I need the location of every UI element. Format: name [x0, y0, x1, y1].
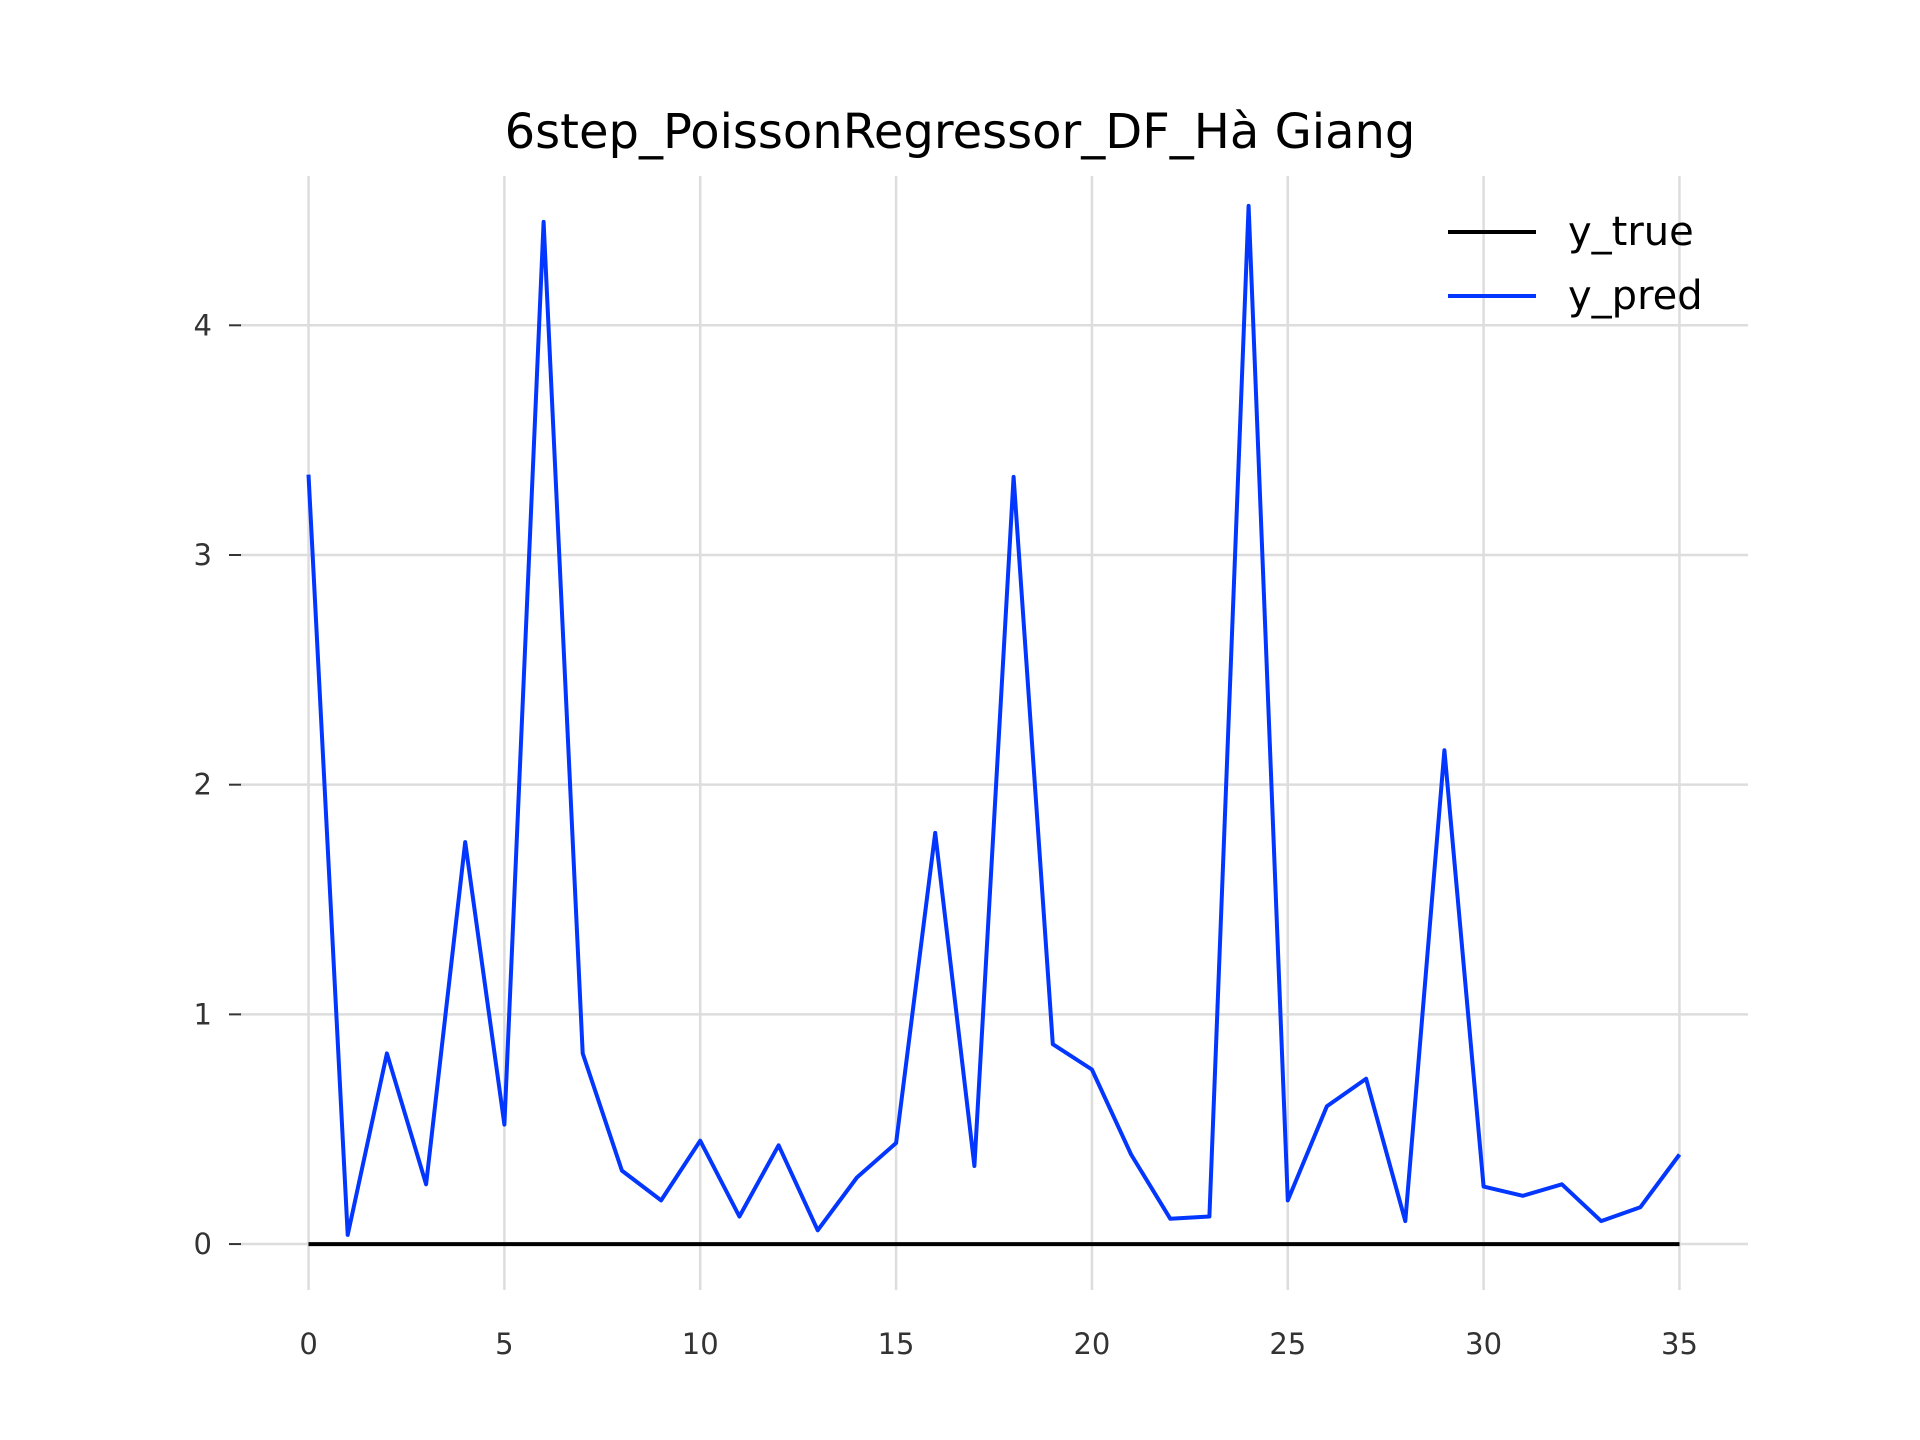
y-tick-label: 2 [194, 768, 212, 802]
x-tick-label: 5 [495, 1327, 513, 1361]
x-tick-label: 15 [878, 1327, 915, 1361]
x-tick-label: 25 [1269, 1327, 1306, 1361]
x-tick-label: 30 [1465, 1327, 1502, 1361]
legend-label-y_true: y_true [1568, 209, 1694, 255]
legend: y_true y_pred [1448, 209, 1703, 319]
x-tick-label: 0 [299, 1327, 317, 1361]
series-line-y_pred [306, 203, 1682, 1237]
x-tick-label: 35 [1661, 1327, 1698, 1361]
y-tick-label: 4 [194, 308, 212, 342]
x-tick-label: 10 [682, 1327, 719, 1361]
plot-series [306, 203, 1682, 1247]
axes: 0 5 10 15 20 25 30 35 0 1 2 3 4 [194, 308, 1698, 1361]
chart-title: 6step_PoissonRegressor_DF_Hà Giang [505, 104, 1416, 160]
legend-label-y_pred: y_pred [1568, 273, 1703, 319]
y-tick-label: 1 [194, 997, 212, 1031]
y-tick-label: 3 [194, 538, 212, 572]
x-tick-label: 20 [1073, 1327, 1110, 1361]
grid [240, 176, 1748, 1290]
y-tick-label: 0 [194, 1227, 212, 1261]
